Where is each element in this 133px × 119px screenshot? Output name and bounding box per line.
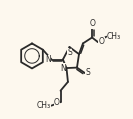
Text: S: S bbox=[67, 48, 72, 57]
Text: O: O bbox=[54, 98, 60, 107]
Text: S: S bbox=[85, 68, 90, 77]
Text: O: O bbox=[98, 37, 104, 46]
Text: CH₃: CH₃ bbox=[37, 101, 51, 110]
Text: N: N bbox=[60, 64, 66, 73]
Text: CH₃: CH₃ bbox=[107, 32, 121, 41]
Text: N: N bbox=[45, 55, 51, 64]
Text: O: O bbox=[89, 19, 95, 28]
